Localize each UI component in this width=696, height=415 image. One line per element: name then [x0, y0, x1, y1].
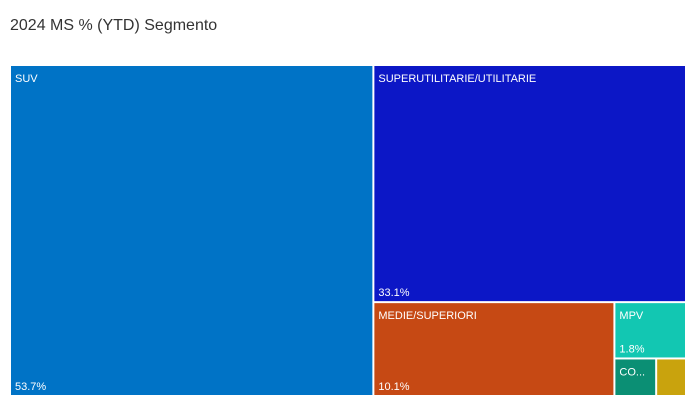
tile — [615, 359, 656, 395]
value-label: 10.1% — [378, 381, 409, 393]
chart-title: 2024 MS % (YTD) Segmento — [10, 17, 217, 34]
value-label: 53.7% — [15, 381, 46, 393]
tile — [11, 66, 373, 395]
tile — [657, 359, 685, 395]
tile-label: SUPERUTILITARIE/UTILITARIE — [378, 73, 536, 85]
tile — [615, 303, 685, 358]
tile — [374, 303, 614, 395]
tile-label: MPV — [619, 310, 644, 322]
tile — [374, 66, 685, 302]
value-label: 33.1% — [378, 287, 409, 299]
tile-label: CO... — [619, 366, 645, 378]
tile-label: MEDIE/SUPERIORI — [378, 310, 476, 322]
value-label: 1.8% — [619, 343, 644, 355]
tile-label: SUV — [15, 73, 38, 85]
